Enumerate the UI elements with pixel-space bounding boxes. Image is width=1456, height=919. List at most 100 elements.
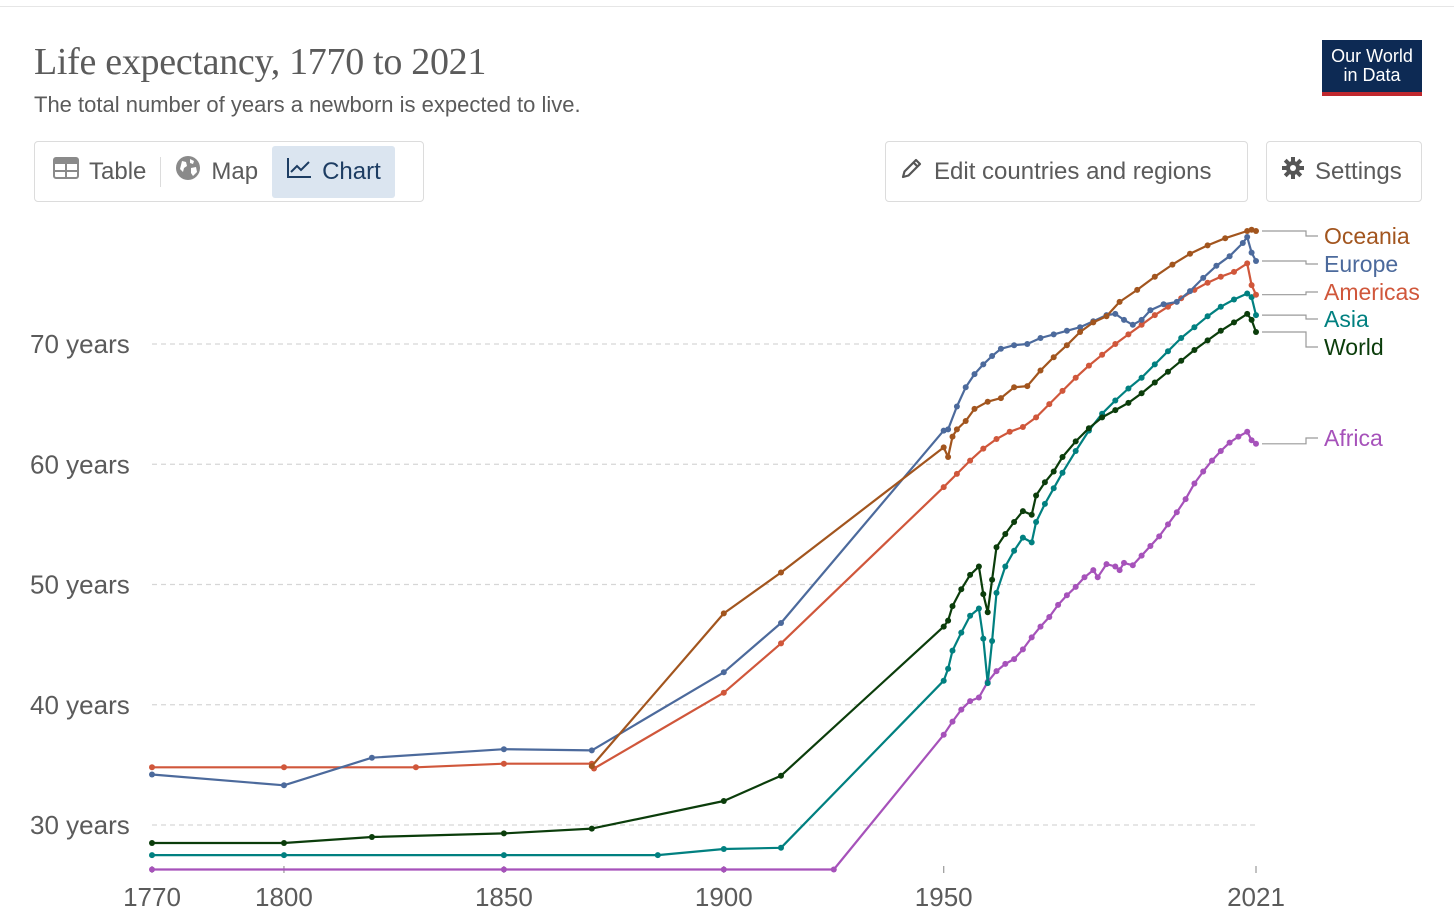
- point-africa: [1002, 660, 1009, 667]
- point-asia: [778, 844, 784, 851]
- tab-map[interactable]: Map: [161, 146, 272, 198]
- point-africa: [500, 866, 507, 873]
- point-americas: [1248, 282, 1255, 289]
- legend-connector: [1262, 331, 1318, 348]
- point-oceania: [1116, 298, 1123, 305]
- point-oceania: [1187, 250, 1193, 257]
- point-world: [1112, 407, 1119, 414]
- point-europe: [1160, 301, 1167, 308]
- point-asia: [654, 852, 661, 859]
- point-oceania: [949, 433, 956, 440]
- point-africa: [1094, 574, 1101, 581]
- point-africa: [1072, 583, 1079, 590]
- y-tick-label: 70 years: [30, 329, 130, 359]
- point-americas: [1151, 312, 1158, 319]
- point-oceania: [971, 405, 978, 412]
- point-world: [967, 571, 974, 578]
- point-africa: [1019, 646, 1026, 653]
- point-americas: [1059, 387, 1066, 394]
- series-africa: [149, 428, 1259, 873]
- point-oceania: [1103, 313, 1110, 320]
- legend-label-asia[interactable]: Asia: [1324, 306, 1369, 332]
- legend-label-europe[interactable]: Europe: [1324, 251, 1398, 277]
- point-europe: [1253, 258, 1259, 264]
- gear-icon: [1281, 156, 1305, 187]
- point-world: [588, 825, 595, 832]
- point-oceania: [1151, 273, 1158, 280]
- point-asia: [1041, 500, 1048, 507]
- point-world: [368, 834, 375, 840]
- legend-connector: [1262, 230, 1318, 237]
- y-axis: 30 years 40 years 50 years 60 years 70 years: [30, 329, 130, 840]
- point-europe: [368, 754, 375, 761]
- point-americas: [1072, 374, 1079, 381]
- logo-line-2: in Data: [1343, 65, 1401, 85]
- legend-connector: [1262, 291, 1318, 296]
- logo-line-1: Our World: [1331, 46, 1413, 66]
- point-world: [1041, 479, 1048, 486]
- point-africa: [940, 731, 947, 738]
- legend-connector: [1262, 437, 1318, 445]
- point-africa: [149, 866, 155, 873]
- line-americas: [152, 262, 1257, 770]
- point-americas: [412, 764, 419, 771]
- point-world: [1028, 511, 1035, 518]
- point-world: [949, 603, 956, 610]
- point-asia: [989, 638, 996, 644]
- legend-label-oceania[interactable]: Oceania: [1324, 223, 1410, 249]
- point-asia: [1002, 563, 1009, 570]
- point-asia: [1112, 397, 1119, 404]
- point-asia: [993, 589, 1000, 596]
- point-asia: [967, 612, 974, 619]
- point-europe: [588, 747, 595, 754]
- point-asia: [949, 647, 956, 654]
- point-world: [1244, 310, 1251, 317]
- point-asia: [984, 680, 991, 687]
- point-africa: [1103, 561, 1110, 568]
- point-oceania: [1134, 286, 1141, 293]
- point-africa: [1191, 480, 1198, 487]
- edit-countries-button[interactable]: Edit countries and regions: [885, 141, 1248, 202]
- point-europe: [1248, 249, 1255, 256]
- series-americas: [149, 260, 1259, 772]
- tab-chart-label: Chart: [322, 157, 381, 185]
- point-asia: [149, 852, 155, 859]
- point-europe: [281, 782, 287, 789]
- point-oceania: [962, 418, 969, 424]
- edit-countries-label: Edit countries and regions: [934, 157, 1212, 185]
- tab-chart[interactable]: Chart: [272, 145, 395, 198]
- point-africa: [958, 706, 965, 713]
- point-africa: [1055, 601, 1062, 608]
- point-oceania: [720, 610, 727, 617]
- point-world: [1253, 329, 1259, 335]
- point-europe: [1050, 331, 1057, 338]
- legend-label-africa[interactable]: Africa: [1324, 425, 1383, 451]
- point-asia: [1050, 485, 1057, 492]
- point-africa: [1200, 468, 1207, 475]
- series-lines: [149, 226, 1259, 873]
- settings-button[interactable]: Settings: [1266, 141, 1422, 202]
- point-world: [1125, 399, 1132, 406]
- point-africa: [1248, 437, 1255, 444]
- point-asia: [1248, 294, 1255, 301]
- legend-label-americas[interactable]: Americas: [1324, 279, 1420, 305]
- point-africa: [1244, 428, 1251, 435]
- point-africa: [1028, 634, 1035, 641]
- point-oceania: [1063, 342, 1070, 349]
- point-africa: [967, 698, 974, 705]
- point-europe: [1063, 327, 1070, 334]
- point-world: [1033, 492, 1040, 499]
- point-asia: [975, 605, 982, 612]
- point-world: [1138, 390, 1145, 397]
- point-oceania: [1090, 319, 1097, 326]
- point-oceania: [1204, 242, 1211, 249]
- legend-label-world[interactable]: World: [1324, 334, 1384, 360]
- point-asia: [1165, 348, 1171, 355]
- point-world: [1050, 468, 1057, 475]
- point-europe: [1147, 307, 1154, 314]
- owid-logo[interactable]: Our World in Data: [1322, 40, 1422, 96]
- tab-table[interactable]: Table: [39, 146, 160, 198]
- point-europe: [1121, 316, 1127, 323]
- point-oceania: [588, 763, 595, 770]
- point-world: [958, 586, 965, 593]
